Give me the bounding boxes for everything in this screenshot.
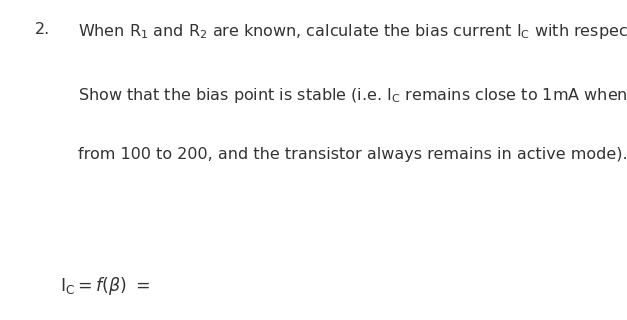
Text: When R$_1$ and R$_2$ are known, calculate the bias current I$_\mathrm{C}$ with r: When R$_1$ and R$_2$ are known, calculat…: [78, 22, 627, 41]
Text: Show that the bias point is stable (i.e. I$_\mathrm{C}$ remains close to 1mA whe: Show that the bias point is stable (i.e.…: [78, 86, 627, 105]
Text: I$_\mathrm{C}$$=f(\beta)\ =$: I$_\mathrm{C}$$=f(\beta)\ =$: [60, 275, 150, 297]
Text: 2.: 2.: [34, 22, 50, 37]
Text: from 100 to 200, and the transistor always remains in active mode).: from 100 to 200, and the transistor alwa…: [78, 147, 627, 162]
